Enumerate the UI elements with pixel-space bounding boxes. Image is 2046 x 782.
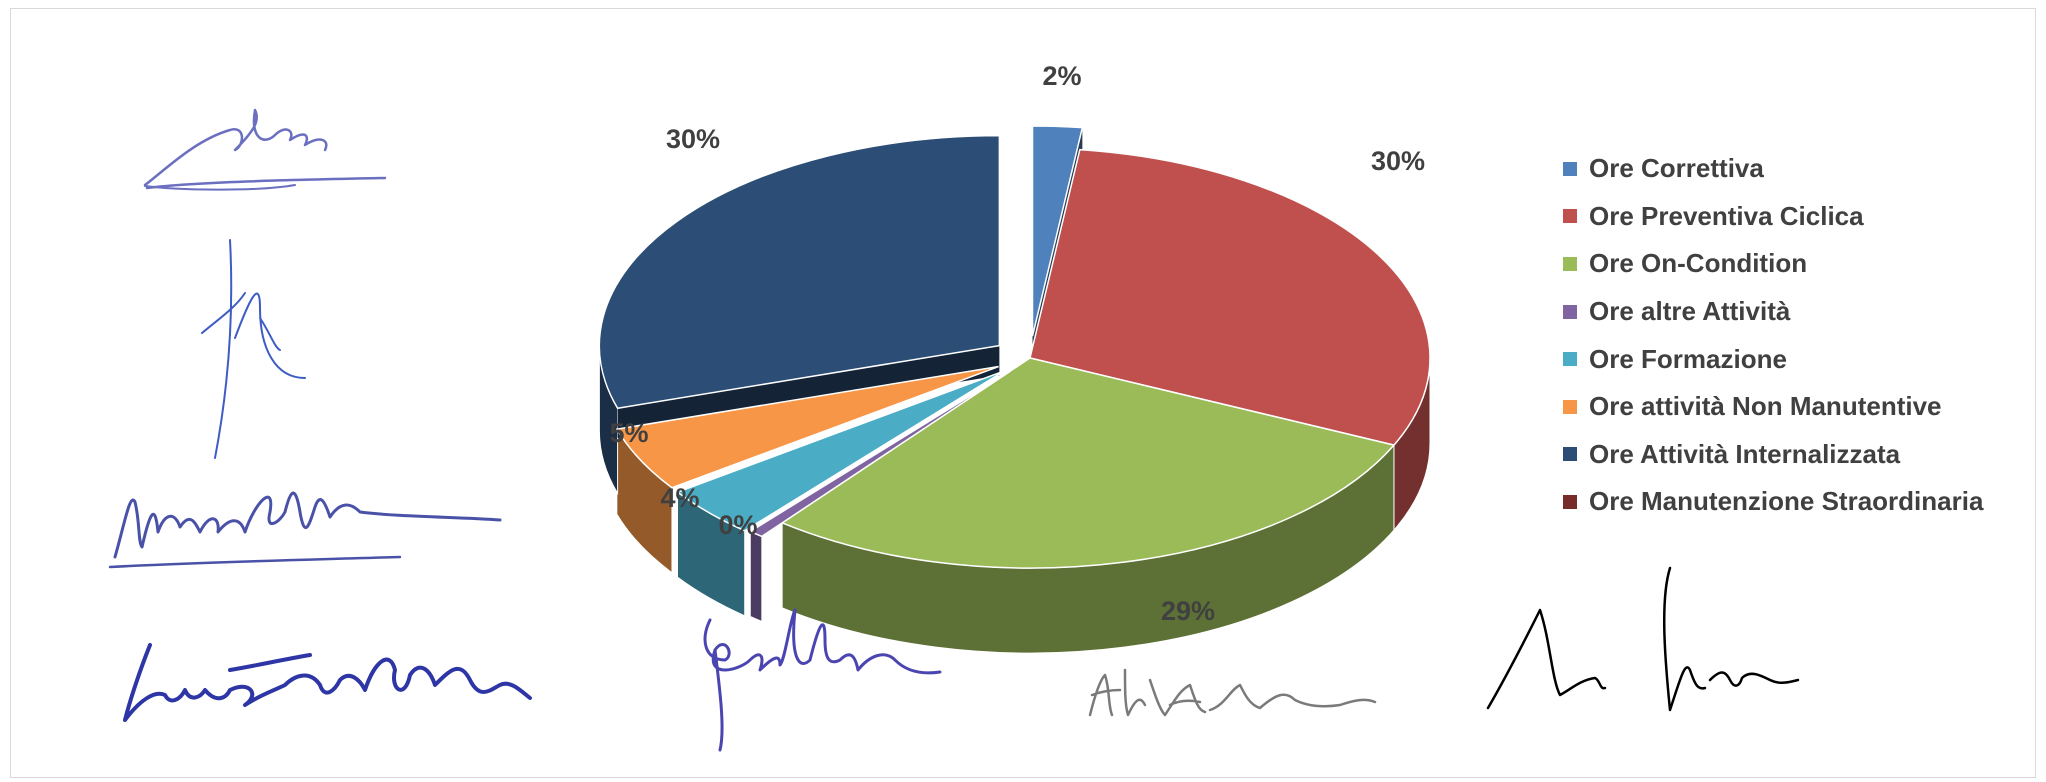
signature-2 — [201, 239, 306, 459]
legend-item: Ore Manutenzione Straordinaria — [1563, 478, 1983, 526]
pie-slice-5 — [675, 370, 1005, 532]
data-label-3: 29% — [1161, 596, 1215, 626]
data-label-1: 2% — [1042, 61, 1081, 91]
legend-item: Ore altre Attività — [1563, 288, 1983, 336]
data-label-6: 5% — [609, 418, 648, 448]
legend-item: Ore Formazione — [1563, 335, 1983, 383]
pie-slice-6 — [615, 365, 999, 489]
pie-slice-7 — [598, 134, 1001, 410]
legend-label: Ore On-Condition — [1589, 248, 1808, 279]
legend-swatch — [1563, 352, 1577, 367]
signature-5 — [703, 608, 942, 752]
data-label-7: 30% — [666, 124, 720, 154]
legend-swatch — [1563, 304, 1577, 319]
legend-label: Ore Correttiva — [1589, 153, 1764, 184]
pie-slice-4 — [748, 370, 1011, 538]
legend-item: Ore attività Non Manutentive — [1563, 383, 1983, 431]
legend-label: Ore Attività Internalizzata — [1589, 438, 1901, 469]
data-label-4: 0% — [718, 510, 757, 540]
legend-swatch — [1563, 209, 1577, 224]
legend-swatch — [1563, 399, 1577, 414]
pie-slice-3 — [780, 357, 1396, 569]
data-label-2: 30% — [1371, 146, 1425, 176]
signature-1 — [143, 108, 387, 191]
legend-label: Ore Formazione — [1589, 343, 1787, 374]
legend-item: Ore Correttiva — [1563, 145, 1983, 193]
legend-swatch — [1563, 447, 1577, 462]
legend-item: Ore Attività Internalizzata — [1563, 431, 1983, 479]
signature-7 — [1486, 566, 1800, 712]
signature-6 — [1088, 668, 1377, 717]
legend-swatch — [1563, 256, 1577, 271]
legend-item: Ore Preventiva Ciclica — [1563, 193, 1983, 241]
pie-slice-2 — [1029, 148, 1431, 446]
signature-3 — [108, 491, 502, 569]
legend-swatch — [1563, 161, 1577, 176]
legend-label: Ore Preventiva Ciclica — [1589, 200, 1864, 231]
legend-label: Ore attività Non Manutentive — [1589, 391, 1942, 422]
legend-label: Ore altre Attività — [1589, 296, 1791, 327]
data-label-5: 4% — [660, 483, 699, 513]
legend-item: Ore On-Condition — [1563, 240, 1983, 288]
legend-swatch — [1563, 494, 1577, 509]
pie-slice-1 — [1031, 125, 1084, 337]
signature-4 — [123, 643, 532, 722]
chart-legend: Ore Correttiva Ore Preventiva Ciclica Ore … — [1563, 145, 1983, 526]
legend-label: Ore Manutenzione Straordinaria — [1589, 486, 1984, 517]
